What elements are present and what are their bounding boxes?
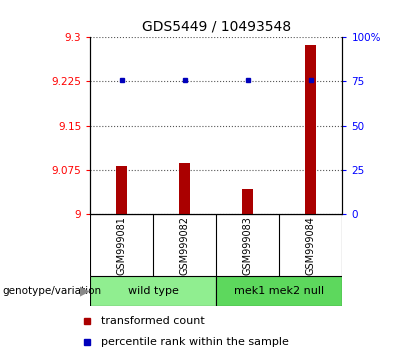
- Text: wild type: wild type: [128, 286, 179, 296]
- Text: GSM999082: GSM999082: [180, 216, 190, 275]
- Text: percentile rank within the sample: percentile rank within the sample: [101, 337, 289, 347]
- Bar: [242, 189, 254, 214]
- Bar: [90, 276, 216, 306]
- Title: GDS5449 / 10493548: GDS5449 / 10493548: [142, 19, 291, 33]
- Bar: [216, 276, 342, 306]
- Text: transformed count: transformed count: [101, 316, 205, 326]
- Text: ▶: ▶: [80, 285, 89, 298]
- Text: genotype/variation: genotype/variation: [2, 286, 101, 296]
- Bar: [179, 164, 190, 214]
- Text: GSM999084: GSM999084: [306, 216, 316, 275]
- Bar: [305, 45, 317, 214]
- Text: mek1 mek2 null: mek1 mek2 null: [234, 286, 324, 296]
- Bar: [116, 166, 128, 214]
- Text: GSM999081: GSM999081: [117, 216, 127, 275]
- Text: GSM999083: GSM999083: [243, 216, 253, 275]
